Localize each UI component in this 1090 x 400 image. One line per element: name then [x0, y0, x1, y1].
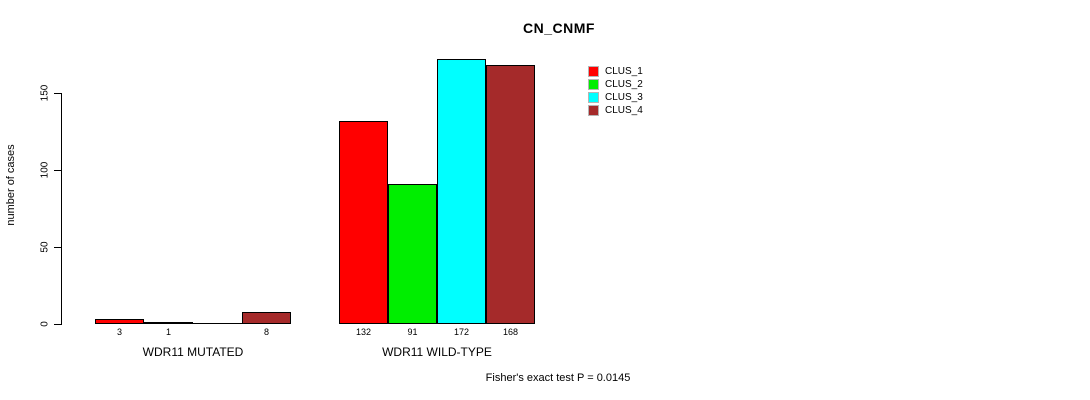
legend-row-clus_4: CLUS_4 — [588, 104, 643, 117]
bar-clus-2-wdr11-wild-type — [388, 184, 437, 324]
bar-value-label: 132 — [355, 327, 372, 337]
bar-clus-1-wdr11-wild-type — [339, 121, 388, 324]
bar-value-label: 168 — [502, 327, 519, 337]
bar-value-label: 3 — [116, 327, 123, 337]
legend-row-clus_1: CLUS_1 — [588, 65, 643, 78]
y-tick-mark — [54, 324, 61, 325]
bar-clus-1-wdr11-mutated — [95, 319, 144, 324]
bar-clus-4-wdr11-mutated — [242, 312, 291, 324]
legend-swatch-icon — [588, 66, 599, 77]
y-tick-mark — [54, 170, 61, 171]
group-label-wdr11-wild-type: WDR11 WILD-TYPE — [382, 345, 492, 359]
legend-swatch-icon — [588, 79, 599, 90]
y-tick-label: 50 — [39, 241, 51, 253]
legend-row-clus_2: CLUS_2 — [588, 78, 643, 91]
y-axis-label: number of cases — [5, 144, 17, 226]
bar-value-label: 172 — [453, 327, 470, 337]
legend-swatch-icon — [588, 105, 599, 116]
bar-value-label: 8 — [263, 327, 270, 337]
y-tick-mark — [54, 247, 61, 248]
group-label-wdr11-mutated: WDR11 MUTATED — [142, 345, 244, 359]
bar-clus-2-wdr11-mutated — [144, 322, 193, 324]
y-tick-label: 0 — [39, 321, 51, 327]
legend-label: CLUS_4 — [605, 105, 643, 116]
y-tick-label: 100 — [39, 161, 51, 179]
bar-clus-3-wdr11-mutated — [193, 323, 242, 324]
y-tick-mark — [54, 93, 61, 94]
y-tick-label: 150 — [39, 84, 51, 102]
chart-title: CN_CNMF — [523, 20, 595, 36]
bar-value-label: 91 — [407, 327, 418, 337]
bar-value-label: 1 — [165, 327, 172, 337]
legend-label: CLUS_1 — [605, 66, 643, 77]
legend-row-clus_3: CLUS_3 — [588, 91, 643, 104]
y-axis-line — [61, 93, 62, 325]
legend-swatch-icon — [588, 92, 599, 103]
bar-clus-3-wdr11-wild-type — [437, 59, 486, 324]
bar-clus-4-wdr11-wild-type — [486, 65, 535, 324]
legend-label: CLUS_2 — [605, 79, 643, 90]
stat-test-annotation: Fisher's exact test P = 0.0145 — [485, 372, 631, 384]
legend-label: CLUS_3 — [605, 92, 643, 103]
legend: CLUS_1 CLUS_2 CLUS_3 CLUS_4 — [588, 65, 643, 117]
